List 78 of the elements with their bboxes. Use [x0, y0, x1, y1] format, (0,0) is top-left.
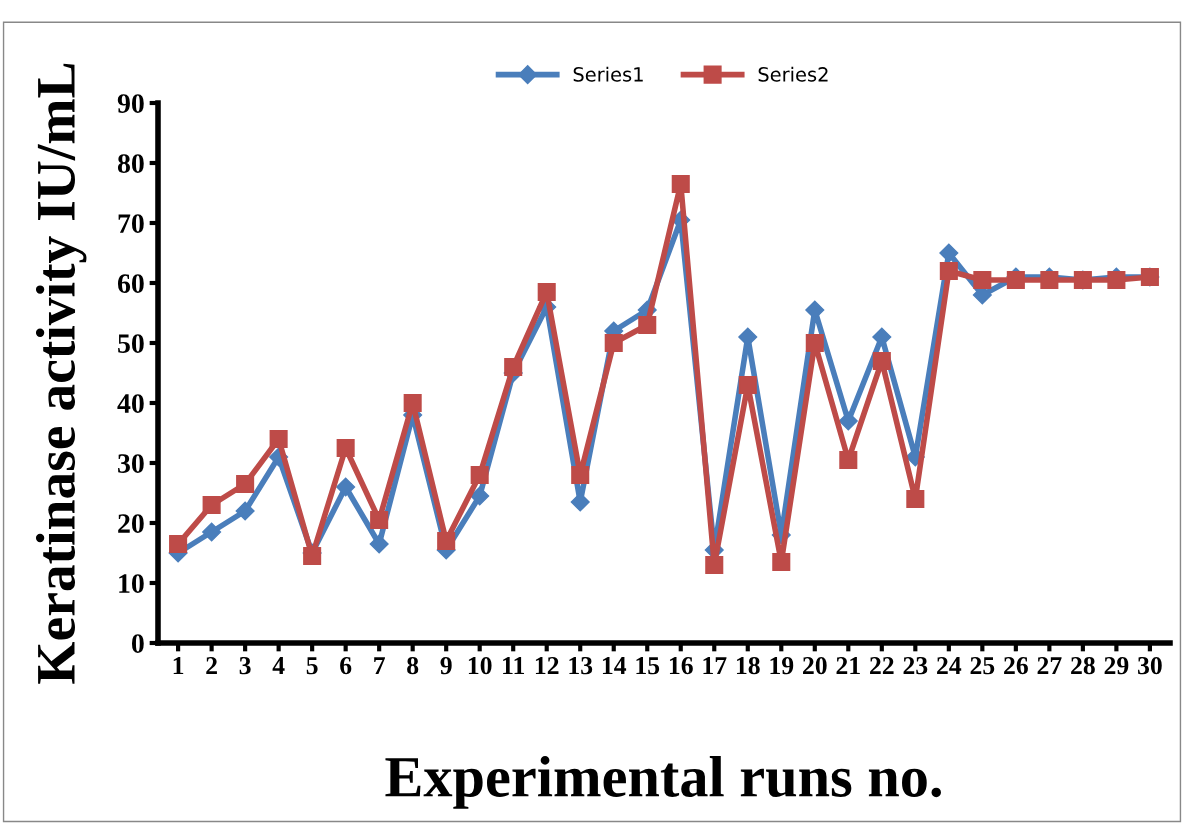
- point: [437, 531, 456, 551]
- point: [370, 510, 389, 530]
- x-tick-label: 14: [602, 657, 627, 675]
- point: [738, 327, 758, 347]
- y-tick-label: 0: [131, 634, 144, 653]
- x-tick-label: 13: [569, 657, 593, 675]
- point: [973, 270, 992, 290]
- x-tick-label: 4: [272, 657, 285, 675]
- x-tick-label: 2: [206, 657, 217, 675]
- legend-label: Series2: [758, 66, 828, 82]
- x-tick-label: 7: [374, 657, 385, 675]
- point: [570, 492, 590, 512]
- point: [671, 174, 690, 194]
- x-tick-label: 12: [535, 657, 559, 675]
- x-tick-label: 16: [669, 657, 693, 675]
- x-axis-title: Experimental runs no.: [385, 755, 941, 809]
- x-tick-label: 29: [1104, 657, 1129, 675]
- y-tick-label: 20: [118, 514, 144, 533]
- point: [705, 555, 724, 575]
- point: [839, 450, 858, 470]
- point: [872, 351, 891, 371]
- y-tick-label: 30: [118, 454, 144, 473]
- point: [939, 243, 959, 263]
- y-tick-label: 50: [118, 334, 144, 353]
- point: [235, 501, 255, 521]
- y-tick-label: 70: [118, 214, 144, 233]
- y-tick-label: 40: [117, 394, 144, 413]
- point: [838, 411, 858, 431]
- x-tick-label: 30: [1138, 656, 1162, 675]
- point: [805, 333, 824, 353]
- x-tick-label: 10: [468, 656, 492, 675]
- x-tick-label: 6: [340, 657, 352, 675]
- x-tick-label: 19: [770, 657, 794, 675]
- point: [470, 486, 490, 506]
- point: [906, 489, 925, 509]
- point: [939, 261, 958, 281]
- x-tick-label: 20: [803, 656, 827, 675]
- x-tick-label: 28: [1071, 656, 1095, 675]
- y-tick-label: 80: [117, 154, 144, 173]
- point: [336, 477, 356, 497]
- x-tick-label: 5: [306, 657, 318, 675]
- point: [336, 438, 355, 458]
- point: [236, 474, 255, 494]
- x-tick-label: 3: [239, 657, 251, 675]
- x-tick-label: 1: [173, 657, 184, 675]
- y-tick-label: 90: [117, 94, 144, 113]
- point: [202, 495, 221, 515]
- y-tick-label: 10: [119, 574, 144, 593]
- x-tick-label: 17: [703, 657, 727, 675]
- point: [772, 552, 791, 572]
- point: [369, 534, 389, 554]
- point: [571, 465, 590, 485]
- y-axis-title: Keratinase activity IU/mL: [35, 63, 87, 684]
- x-tick-label: 26: [1004, 657, 1028, 675]
- point: [470, 465, 489, 485]
- point: [638, 315, 657, 335]
- point: [169, 534, 188, 554]
- x-tick-label: 27: [1037, 657, 1062, 675]
- point: [403, 393, 422, 413]
- point: [738, 375, 757, 395]
- x-tick-label: 24: [937, 657, 962, 675]
- x-tick-label: 18: [736, 656, 760, 675]
- legend-label: Series1: [573, 66, 643, 82]
- y-tick-label: 60: [117, 274, 144, 293]
- point: [504, 357, 523, 377]
- point: [604, 333, 623, 353]
- x-tick-label: 25: [970, 657, 995, 675]
- x-tick-label: 15: [636, 657, 660, 675]
- point: [202, 522, 222, 542]
- x-tick-label: 22: [870, 657, 894, 675]
- x-tick-label: 9: [440, 657, 452, 675]
- point: [537, 282, 556, 302]
- x-tick-label: 8: [407, 656, 419, 675]
- point: [872, 327, 892, 347]
- point: [269, 429, 288, 449]
- x-tick-label: 23: [903, 657, 928, 675]
- x-tick-label: 11: [503, 657, 525, 675]
- x-tick-label: 21: [836, 657, 860, 675]
